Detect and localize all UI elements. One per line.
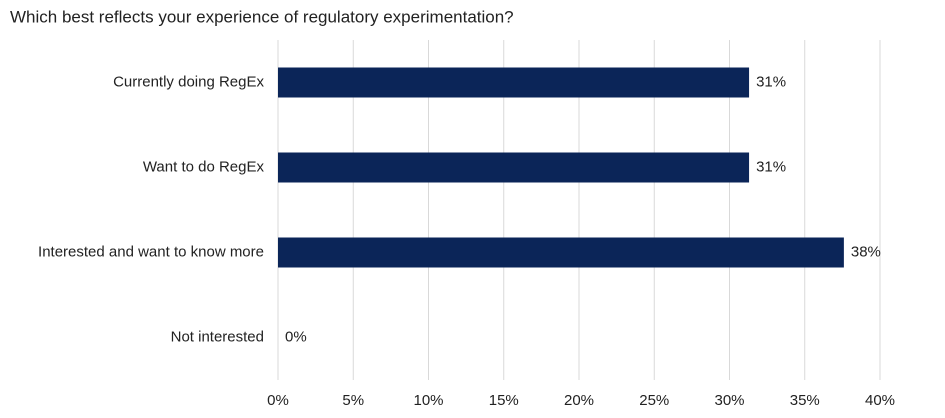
x-tick-label: 5%	[342, 392, 364, 409]
chart-title: Which best reflects your experience of r…	[10, 7, 514, 26]
value-label: 38%	[851, 243, 881, 260]
x-tick-label: 10%	[413, 392, 443, 409]
x-tick-label: 35%	[790, 392, 820, 409]
x-tick-label: 0%	[267, 392, 289, 409]
x-tick-label: 30%	[714, 392, 744, 409]
y-tick-label: Want to do RegEx	[143, 158, 265, 175]
x-tick-label: 25%	[639, 392, 669, 409]
bar	[278, 237, 844, 268]
bar	[278, 152, 750, 183]
y-tick-label: Interested and want to know more	[38, 243, 264, 260]
value-label: 31%	[756, 73, 786, 90]
y-tick-label: Currently doing RegEx	[113, 73, 264, 90]
x-tick-label: 40%	[865, 392, 895, 409]
y-tick-label: Not interested	[171, 328, 264, 345]
x-tick-label: 15%	[489, 392, 519, 409]
value-label: 31%	[756, 158, 786, 175]
bar	[278, 67, 750, 98]
value-label: 0%	[285, 328, 307, 345]
x-tick-label: 20%	[564, 392, 594, 409]
